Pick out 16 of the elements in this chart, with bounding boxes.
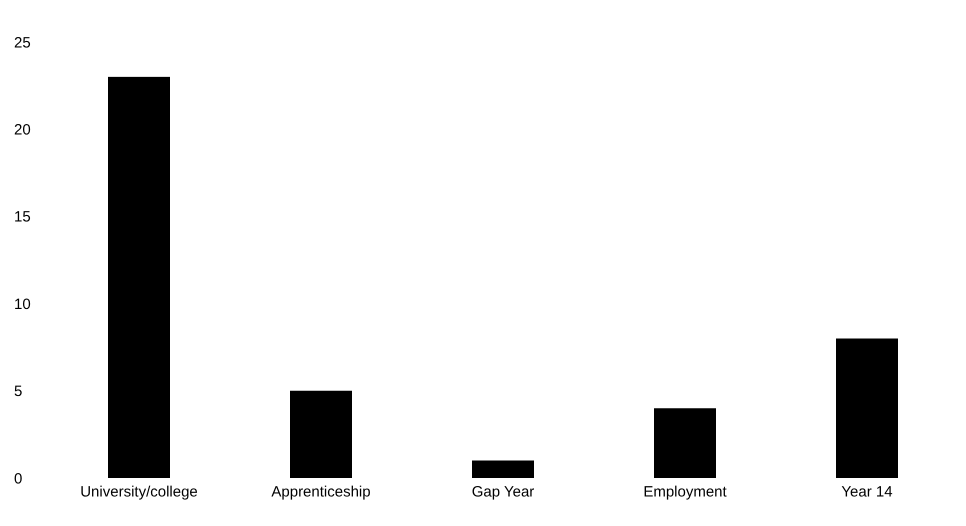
bar <box>654 408 716 478</box>
y-tick-label: 0 <box>14 470 22 488</box>
bar <box>290 390 352 478</box>
bar <box>108 76 170 478</box>
bar <box>472 460 534 478</box>
y-tick-label: 5 <box>14 383 22 400</box>
y-tick-label: 10 <box>14 296 31 313</box>
x-tick-label: Employment <box>643 484 728 501</box>
y-tick-label: 20 <box>14 122 31 139</box>
x-tick-label: University/college <box>80 484 198 501</box>
y-tick-label: 15 <box>14 208 31 226</box>
x-tick-label: Gap Year <box>472 484 534 501</box>
bar <box>836 338 898 478</box>
x-tick-label: Apprenticeship <box>271 484 371 501</box>
y-tick-label: 25 <box>14 34 31 52</box>
x-tick-label: Year 14 <box>841 484 893 501</box>
